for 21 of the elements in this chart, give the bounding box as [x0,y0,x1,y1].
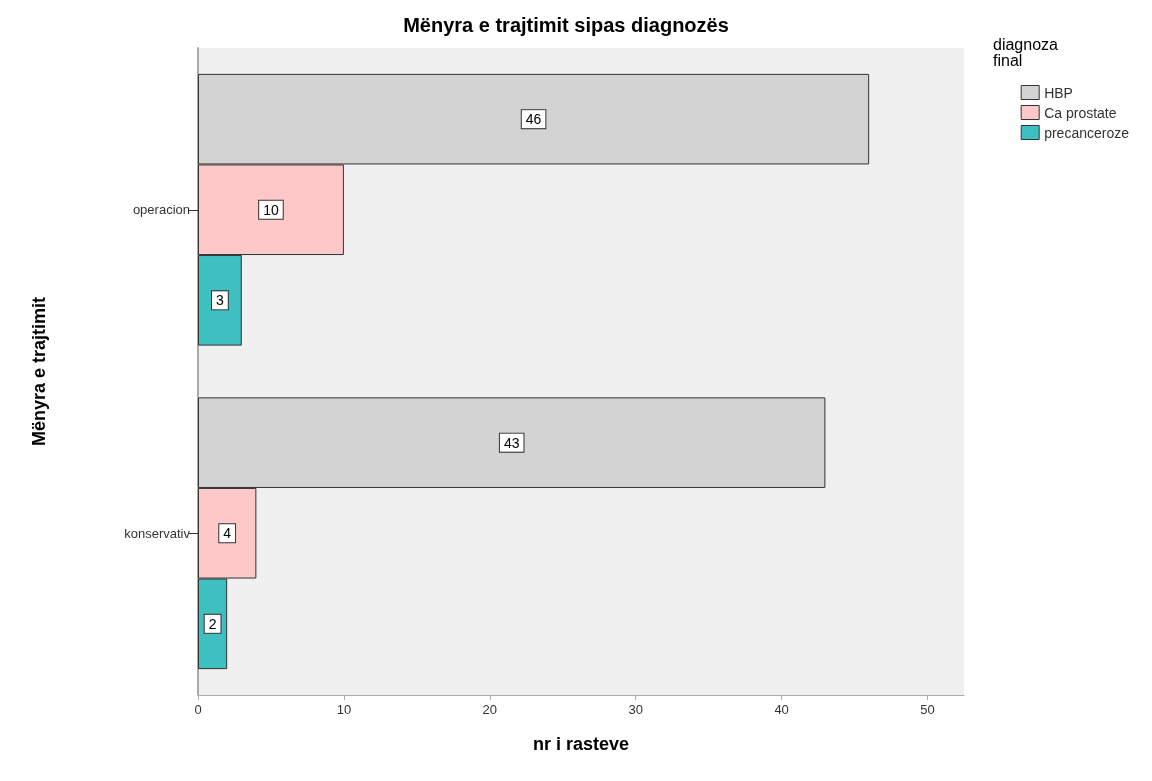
y-tick-label: konservativ [124,525,191,541]
legend-label: precanceroze [1044,124,1130,141]
data-label: 2 [208,615,217,632]
x-tick-label: 10 [336,702,352,717]
legend-label: HBP [1044,84,1073,101]
data-label: 10 [263,201,279,218]
data-label: 3 [215,292,224,309]
x-tick-label: 0 [194,702,202,717]
x-tick-label: 50 [920,702,935,717]
x-axis-title: nr i rasteve [532,734,630,754]
chart-title: Mënyra e trajtimit sipas diagnozës [403,14,729,36]
x-tick-label: 20 [482,702,498,717]
legend-label: Ca prostate [1044,104,1117,121]
y-axis-title: Mënyra e trajtimit [29,296,49,447]
x-tick-label: 30 [628,702,643,717]
data-label: 4 [223,525,232,542]
y-tick-label: operacion [132,202,190,218]
legend-title: diagnoza final [993,35,1059,69]
data-label: 43 [503,434,520,451]
x-tick-label: 40 [774,702,789,717]
data-label: 46 [525,111,542,128]
